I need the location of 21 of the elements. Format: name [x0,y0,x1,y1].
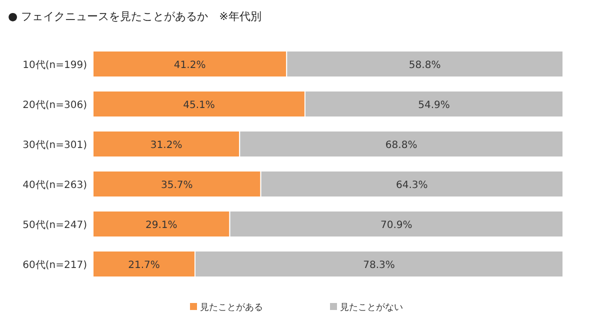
title: ● フェイクニュースを見たことがあるか ※年代別 [8,10,262,23]
data-label: 54.9% [418,100,450,111]
data-label: 21.7% [128,260,160,271]
category-label: 30代(n=301) [22,140,87,151]
category-label: 40代(n=263) [22,180,87,191]
legend-label: 見たことがある [200,303,263,313]
data-label: 58.8% [408,60,441,71]
legend-label: 見たことがない [340,303,403,313]
data-label: 64.3% [396,180,428,191]
category-label: 60代(n=217) [22,260,87,271]
category-label: 10代(n=199) [22,60,87,71]
data-label: 70.9% [380,220,412,231]
category-label: 50代(n=247) [22,220,87,231]
data-label: 41.2% [174,60,206,71]
data-label: 45.1% [183,100,215,111]
data-label: 78.3% [363,260,395,271]
data-label: 35.7% [161,180,193,191]
data-label: 31.2% [150,140,182,151]
data-label: 68.8% [385,140,418,151]
data-label: 29.1% [146,220,178,231]
category-label: 20代(n=306) [22,100,87,111]
